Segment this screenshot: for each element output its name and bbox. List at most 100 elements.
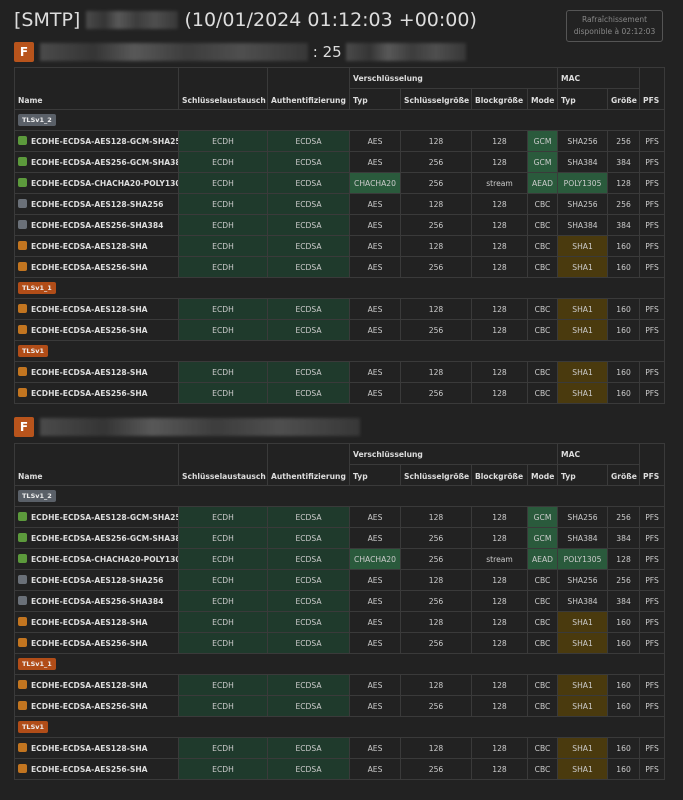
group-cell: TLSv1 bbox=[13, 716, 666, 738]
section-header: F bbox=[14, 417, 360, 437]
cell: ECDHE-ECDSA-AES128-GCM-SHA256 bbox=[14, 506, 179, 528]
cell: ECDH bbox=[178, 737, 268, 759]
cell: SHA1 bbox=[557, 361, 609, 383]
cell: 384 bbox=[607, 590, 641, 612]
cell: ECDSA bbox=[267, 590, 350, 612]
cell: CBC bbox=[526, 193, 559, 215]
cell: PFS bbox=[639, 632, 666, 654]
column-header: Schlüsselaustausch bbox=[178, 67, 268, 110]
cipher-name: ECDHE-ECDSA-AES256-SHA bbox=[31, 639, 148, 648]
cipher-name: ECDHE-ECDSA-AES256-SHA384 bbox=[31, 221, 164, 230]
status-indicator bbox=[18, 136, 27, 145]
cell: PFS bbox=[639, 569, 666, 591]
cipher-name: ECDHE-ECDSA-AES128-GCM-SHA256 bbox=[31, 513, 179, 522]
group-cell: TLSv1_1 bbox=[13, 653, 666, 675]
cell: ECDHE-ECDSA-AES256-SHA bbox=[14, 758, 179, 780]
cell: ECDHE-ECDSA-AES256-SHA bbox=[14, 319, 179, 341]
group-cell: TLSv1_2 bbox=[13, 109, 666, 131]
cell: AES bbox=[349, 632, 401, 654]
protocol-badge: TLSv1_1 bbox=[18, 658, 56, 670]
cipher-row: ECDHE-ECDSA-AES256-GCM-SHA384 ECDH ECDSA AE… bbox=[14, 151, 666, 173]
cipher-name: ECDHE-ECDSA-AES128-SHA bbox=[31, 744, 148, 753]
cell: 128 bbox=[400, 193, 472, 215]
column-header: Typ bbox=[557, 88, 609, 110]
cell: AES bbox=[349, 674, 401, 696]
cipher-row: ECDHE-ECDSA-AES128-GCM-SHA256 ECDH ECDSA AE… bbox=[14, 130, 666, 152]
cell: 128 bbox=[471, 674, 528, 696]
cell: 128 bbox=[400, 611, 472, 633]
group-row: TLSv1_2 bbox=[13, 485, 666, 507]
cell: 128 bbox=[471, 256, 528, 278]
cell: 128 bbox=[471, 758, 528, 780]
cipher-name: ECDHE-ECDSA-AES256-GCM-SHA384 bbox=[31, 534, 179, 543]
redacted bbox=[86, 11, 179, 29]
cell: AES bbox=[349, 382, 401, 404]
cipher-name: ECDHE-ECDSA-AES256-SHA bbox=[31, 326, 148, 335]
cell: ECDHE-ECDSA-CHACHA20-POLY1305 bbox=[14, 548, 179, 570]
cell: 160 bbox=[607, 695, 641, 717]
cell: ECDHE-ECDSA-AES128-SHA256 bbox=[14, 569, 179, 591]
group-row: TLSv1_2 bbox=[13, 109, 666, 131]
cell: 256 bbox=[400, 319, 472, 341]
status-indicator bbox=[18, 178, 27, 187]
cell: 256 bbox=[607, 506, 641, 528]
column-header: Authentifizierung bbox=[267, 443, 350, 486]
cell: ECDH bbox=[178, 130, 268, 152]
cell: 160 bbox=[607, 632, 641, 654]
protocol-badge: TLSv1 bbox=[18, 721, 49, 733]
cipher-row: ECDHE-ECDSA-AES256-SHA ECDH ECDSA AES 256 128… bbox=[14, 632, 666, 654]
cell: AES bbox=[349, 130, 401, 152]
cipher-name: ECDHE-ECDSA-AES256-SHA bbox=[31, 702, 148, 711]
cell: CBC bbox=[526, 569, 559, 591]
column-header: Mode bbox=[526, 464, 559, 486]
status-indicator bbox=[18, 199, 27, 208]
status-indicator bbox=[18, 617, 27, 626]
cell: ECDHE-ECDSA-AES128-SHA bbox=[14, 674, 179, 696]
cell: 256 bbox=[400, 151, 472, 173]
cell: CBC bbox=[526, 214, 559, 236]
section-header: F : 25 bbox=[14, 42, 467, 62]
cell: ECDH bbox=[178, 319, 268, 341]
cell: 256 bbox=[400, 172, 472, 194]
cipher-row: ECDHE-ECDSA-AES256-SHA ECDH ECDSA AES 256 128… bbox=[14, 758, 666, 780]
status-indicator bbox=[18, 388, 27, 397]
cell: 128 bbox=[471, 382, 528, 404]
cell: AES bbox=[349, 256, 401, 278]
cell: PFS bbox=[639, 695, 666, 717]
cell: ECDHE-ECDSA-AES128-SHA bbox=[14, 298, 179, 320]
cell: CHACHA20 bbox=[349, 172, 401, 194]
cipher-row: ECDHE-ECDSA-AES128-SHA ECDH ECDSA AES 128 128… bbox=[14, 235, 666, 257]
cell: CBC bbox=[526, 590, 559, 612]
cell: 128 bbox=[471, 214, 528, 236]
cell: 256 bbox=[400, 695, 472, 717]
cell: POLY1305 bbox=[557, 548, 609, 570]
cell: SHA384 bbox=[557, 527, 609, 549]
cell: SHA1 bbox=[557, 632, 609, 654]
cell: AES bbox=[349, 758, 401, 780]
cell: ECDHE-ECDSA-AES256-GCM-SHA384 bbox=[14, 527, 179, 549]
cell: SHA256 bbox=[557, 569, 609, 591]
refresh-button[interactable]: Rafraîchissement disponible à 02:12:03 bbox=[566, 10, 663, 42]
cell: 128 bbox=[471, 193, 528, 215]
cell: SHA1 bbox=[557, 319, 609, 341]
cell: 128 bbox=[471, 632, 528, 654]
cell: 256 bbox=[400, 548, 472, 570]
column-header: MAC bbox=[557, 443, 641, 465]
cell: 256 bbox=[400, 590, 472, 612]
cell: PFS bbox=[639, 737, 666, 759]
cell: GCM bbox=[526, 130, 559, 152]
cipher-row: ECDHE-ECDSA-AES256-SHA ECDH ECDSA AES 256 128… bbox=[14, 382, 666, 404]
cell: PFS bbox=[639, 130, 666, 152]
status-indicator bbox=[18, 304, 27, 313]
header-row: Typ Schlüsselgröße Blockgröße Mode Typ Größe bbox=[15, 88, 665, 110]
cell: ECDH bbox=[178, 758, 268, 780]
cell: 160 bbox=[607, 256, 641, 278]
redacted bbox=[346, 43, 467, 61]
cipher-row: ECDHE-ECDSA-AES128-SHA256 ECDH ECDSA AES 128… bbox=[14, 569, 666, 591]
cell: ECDSA bbox=[267, 298, 350, 320]
column-header: Schlüsselgröße bbox=[400, 88, 472, 110]
cipher-name: ECDHE-ECDSA-AES256-SHA bbox=[31, 263, 148, 272]
cell: 128 bbox=[471, 298, 528, 320]
cell: 160 bbox=[607, 235, 641, 257]
cell: ECDHE-ECDSA-AES128-SHA bbox=[14, 611, 179, 633]
